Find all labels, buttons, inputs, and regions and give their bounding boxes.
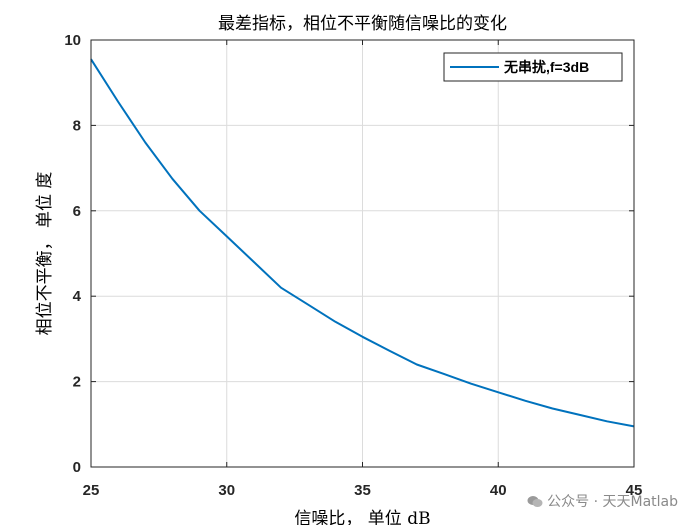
x-axis-label: 信噪比， 单位 dB xyxy=(294,509,430,525)
y-tick-label: 2 xyxy=(73,374,81,391)
chart-title: 最差指标，相位不平衡随信噪比的变化 xyxy=(218,14,507,34)
series-layer xyxy=(90,58,635,428)
y-tick-label: 6 xyxy=(73,203,81,220)
y-tick-label: 4 xyxy=(73,288,82,305)
tick-marks xyxy=(90,39,635,468)
y-axis-label: 相位不平衡， 单位 度 xyxy=(35,172,55,336)
x-tick-label: 25 xyxy=(83,482,100,499)
x-tick-label: 40 xyxy=(490,482,507,499)
x-tick-label: 45 xyxy=(626,482,643,499)
tick-labels: 25 30 35 40 45 0 2 4 6 8 10 xyxy=(64,32,642,499)
legend: 无串扰,f=3dB xyxy=(443,52,623,82)
y-tick-label: 0 xyxy=(73,459,81,476)
wechat-icon xyxy=(527,495,543,507)
y-tick-label: 10 xyxy=(64,32,81,49)
watermark-text: 公众号 · 天天Matlab xyxy=(547,494,678,510)
x-tick-label: 35 xyxy=(354,482,371,499)
watermark: 公众号 · 天天Matlab xyxy=(527,491,678,511)
series-line xyxy=(90,58,635,428)
y-tick-label: 8 xyxy=(73,117,81,134)
x-tick-label: 30 xyxy=(218,482,235,499)
legend-entry: 无串扰,f=3dB xyxy=(503,59,589,75)
